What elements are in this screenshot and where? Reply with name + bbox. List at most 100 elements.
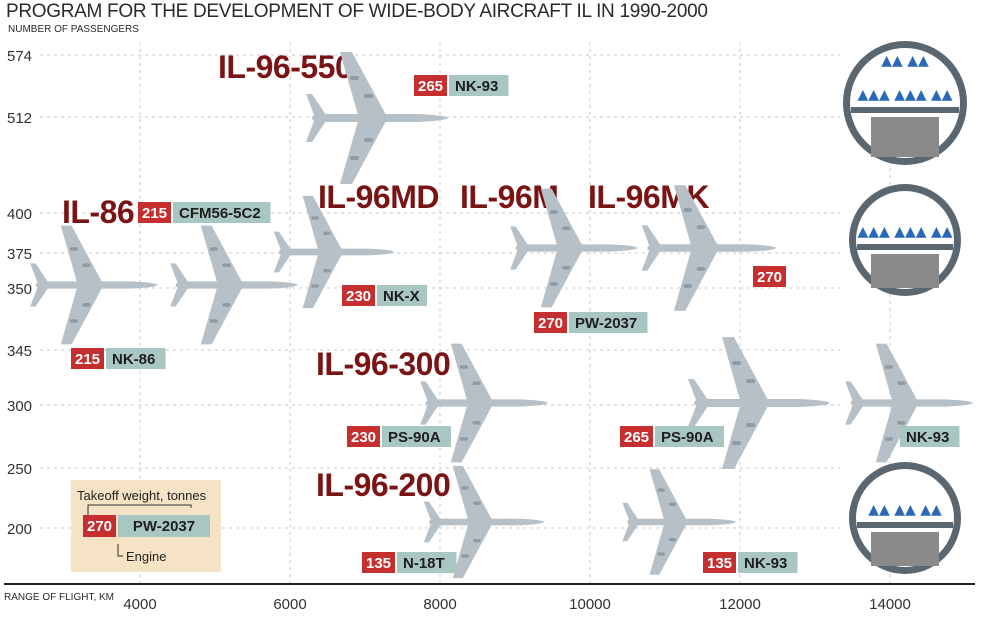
left-tailplane xyxy=(622,502,639,520)
x-tick-label: 8000 xyxy=(423,596,456,613)
engine-pod xyxy=(473,539,481,543)
cabin-floor xyxy=(851,107,959,113)
engine-pod xyxy=(472,381,481,385)
cargo-hold xyxy=(871,532,939,566)
model-name: IL-86 xyxy=(62,194,134,230)
right-tailplane xyxy=(273,254,291,273)
left-tailplane xyxy=(688,379,708,400)
aircraft-glyph xyxy=(641,185,777,311)
right-wing xyxy=(452,524,492,579)
engine-pod xyxy=(69,247,78,251)
left-wing xyxy=(540,188,583,246)
weight-value: 215 xyxy=(75,351,100,368)
engine-pod xyxy=(549,282,558,286)
right-wing xyxy=(540,250,583,308)
aircraft-badge: 135 N-18T xyxy=(362,552,457,573)
weight-value: 230 xyxy=(351,429,376,446)
left-wing xyxy=(60,225,103,283)
seat-row: ▲▲▲ ▲▲▲ ▲▲ xyxy=(857,224,952,240)
legend-weight-value: 270 xyxy=(87,518,112,535)
engine-pod xyxy=(884,437,893,441)
aircraft-badge: 270 xyxy=(753,266,786,287)
aircraft-glyph xyxy=(423,465,545,579)
engine-name: NK-86 xyxy=(112,351,155,368)
weight-value: 215 xyxy=(142,205,167,222)
engine-name: PS-90A xyxy=(388,429,441,446)
left-wing xyxy=(200,225,243,283)
engine-pod xyxy=(459,365,468,369)
model-name: IL-96M xyxy=(460,179,558,215)
y-axis-title: NUMBER OF PASSENGERS xyxy=(8,24,139,35)
x-tick-label: 10000 xyxy=(569,596,611,613)
weight-value: 270 xyxy=(538,315,563,332)
y-tick-label: 300 xyxy=(7,398,32,415)
aircraft-glyph xyxy=(273,195,395,309)
fuselage xyxy=(647,244,777,252)
left-wing xyxy=(452,465,492,520)
engine-pod xyxy=(82,303,91,307)
chart-title: PROGRAM FOR THE DEVELOPMENT OF WIDE-BODY… xyxy=(6,1,708,22)
engine-badge xyxy=(655,426,724,447)
cabin-cross-section: ▲▲▲ ▲▲▲ ▲▲ xyxy=(849,184,961,296)
engine-badge xyxy=(377,285,427,306)
engine-badge xyxy=(449,75,509,96)
engine-name: N-18T xyxy=(403,555,445,572)
engine-pod xyxy=(657,552,665,556)
engine-pod xyxy=(732,361,741,365)
engine-pod xyxy=(323,231,331,235)
engine-pod xyxy=(311,216,319,220)
left-wing xyxy=(649,469,687,520)
weight-badge xyxy=(620,426,653,447)
right-wing xyxy=(60,287,103,345)
engine-badge xyxy=(106,348,166,369)
left-tailplane xyxy=(510,226,529,246)
aircraft-badge: 230 PS-90A xyxy=(347,426,451,447)
right-tailplane xyxy=(30,287,49,307)
right-tailplane xyxy=(306,121,326,142)
left-tailplane xyxy=(30,263,49,283)
right-wing xyxy=(340,121,386,184)
aircraft-badge: 215 CFM56-5C2 xyxy=(138,202,271,223)
weight-badge xyxy=(347,426,380,447)
engine-pod xyxy=(562,266,571,270)
y-tick-label: 375 xyxy=(7,246,32,263)
weight-value: 230 xyxy=(346,288,371,305)
cargo-hold xyxy=(871,254,939,288)
cabin-floor xyxy=(857,244,953,250)
y-tick-label: 250 xyxy=(7,461,32,478)
y-tick-label: 512 xyxy=(7,110,32,127)
engine-pod xyxy=(82,263,91,267)
engine-pod xyxy=(459,437,468,441)
weight-badge xyxy=(414,75,447,96)
fuselage xyxy=(694,399,830,407)
engine-pod xyxy=(884,365,893,369)
cabin-cross-section: ▲▲ ▲▲ ▲▲ xyxy=(849,462,961,574)
cabin-floor xyxy=(857,522,953,528)
left-wing xyxy=(673,185,718,246)
weight-value: 265 xyxy=(418,78,443,95)
left-tailplane xyxy=(845,381,864,401)
model-name: IL-96-550 xyxy=(218,49,352,85)
seat-row: ▲▲▲ ▲▲▲ ▲▲ xyxy=(857,87,952,103)
legend-engine-badge xyxy=(118,515,210,537)
right-tailplane xyxy=(641,250,661,271)
engine-pod xyxy=(657,488,665,492)
engine-pod xyxy=(461,486,469,490)
model-name: IL-96-300 xyxy=(316,346,450,382)
aircraft-glyph xyxy=(170,225,298,345)
engine-pod xyxy=(222,263,231,267)
engine-name: NK-X xyxy=(383,288,420,305)
left-tailplane xyxy=(170,263,189,283)
engine-pod xyxy=(897,421,906,425)
right-wing xyxy=(200,287,243,345)
engine-badge xyxy=(397,552,457,573)
model-name: IL-96-200 xyxy=(316,467,450,503)
right-wing xyxy=(450,405,493,463)
engine-pod xyxy=(69,319,78,323)
x-tick-label: 14000 xyxy=(869,596,911,613)
fuselage xyxy=(35,281,158,289)
engine-name: PW-2037 xyxy=(575,315,637,332)
weight-badge xyxy=(703,552,736,573)
legend-engine-caption: Engine xyxy=(126,549,166,564)
